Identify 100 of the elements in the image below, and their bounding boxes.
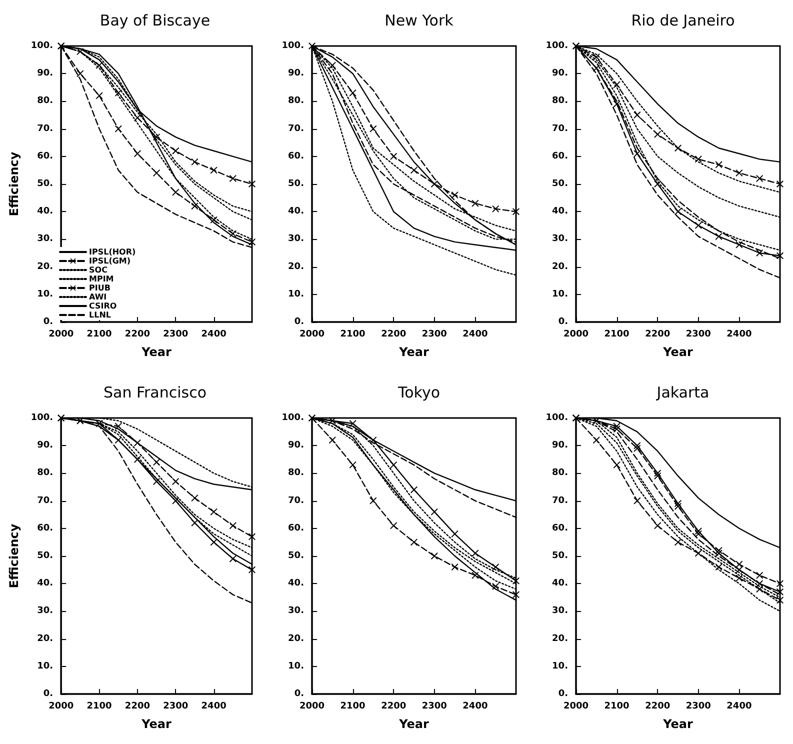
y-tick-label: 60.	[37, 523, 54, 534]
y-tick-label: 30.	[37, 234, 54, 244]
x-tick-label: 2300	[163, 330, 188, 340]
y-axis-title: Efficiency	[7, 152, 21, 216]
y-tick-label: 10.	[288, 661, 304, 672]
chart-title: Bay of Biscaye	[100, 12, 210, 30]
y-tick-label: 80.	[552, 468, 568, 478]
y-tick-label: 60.	[37, 151, 54, 162]
chart-title: San Francisco	[103, 384, 207, 402]
y-tick-label: 40.	[552, 578, 568, 589]
chart-title: New York	[384, 12, 454, 30]
y-tick-label: 50.	[552, 179, 568, 189]
y-tick-label: 30.	[288, 606, 304, 616]
x-tick-label: 2200	[645, 702, 670, 712]
x-tick-label: 2400	[462, 702, 488, 712]
y-tick-label: 80.	[37, 468, 54, 478]
y-tick-label: 20.	[552, 634, 568, 644]
y-tick-label: 70.	[552, 496, 568, 506]
y-tick-label: 100.	[282, 413, 304, 423]
y-tick-label: 10.	[552, 289, 568, 300]
y-tick-label: 40.	[288, 578, 304, 589]
x-tick-label: 2200	[381, 702, 406, 712]
x-tick-label: 2300	[163, 702, 188, 712]
y-tick-label: 40.	[37, 206, 54, 217]
x-tick-label: 2000	[563, 330, 589, 340]
x-tick-label: 2200	[124, 702, 150, 712]
legend-label: PIUB	[89, 284, 110, 292]
y-tick-label: 100.	[30, 413, 54, 423]
y-tick-label: 90.	[552, 68, 568, 79]
y-axis-title: Efficiency	[7, 524, 21, 588]
x-tick-label: 2100	[604, 330, 630, 340]
y-tick-label: 30.	[288, 234, 304, 244]
x-tick-label: 2000	[299, 702, 325, 712]
legend-label: IPSL(GM)	[89, 256, 131, 266]
x-tick-label: 2100	[340, 330, 366, 340]
y-tick-label: 10.	[288, 289, 304, 300]
legend-label: MPIM	[89, 274, 114, 284]
x-tick-label: 2400	[726, 702, 752, 712]
legend-label: SOC	[89, 266, 108, 274]
x-tick-label: 2200	[124, 330, 150, 340]
x-tick-label: 2300	[422, 330, 447, 340]
y-tick-label: 40.	[552, 206, 568, 217]
y-tick-label: 0.	[294, 689, 304, 699]
y-tick-label: 0.	[558, 317, 568, 327]
y-tick-label: 0.	[43, 317, 54, 327]
legend-label: IPSL(HOR)	[89, 248, 136, 256]
y-tick-label: 90.	[552, 440, 568, 451]
y-tick-label: 100.	[282, 41, 304, 51]
y-tick-label: 20.	[288, 634, 304, 644]
x-tick-label: 2100	[86, 330, 112, 340]
y-tick-label: 30.	[37, 606, 54, 616]
y-tick-label: 10.	[37, 289, 54, 300]
chart-title: Rio de Janeiro	[631, 12, 735, 30]
y-tick-label: 20.	[37, 634, 54, 644]
x-tick-label: 2000	[563, 702, 589, 712]
y-tick-label: 70.	[552, 124, 568, 134]
y-tick-label: 0.	[43, 689, 54, 699]
y-tick-label: 50.	[288, 179, 304, 189]
x-tick-label: 2100	[86, 702, 112, 712]
y-tick-label: 100.	[30, 41, 54, 51]
y-tick-label: 90.	[37, 68, 54, 79]
x-tick-label: 2000	[48, 330, 74, 340]
chart-title: Tokyo	[397, 384, 440, 402]
y-tick-label: 70.	[288, 496, 304, 506]
x-tick-label: 2300	[686, 702, 711, 712]
y-tick-label: 30.	[552, 606, 568, 616]
x-axis-title: Year	[662, 345, 693, 359]
y-tick-label: 50.	[37, 551, 54, 561]
y-tick-label: 60.	[552, 151, 568, 162]
x-tick-label: 2400	[462, 330, 488, 340]
y-tick-label: 40.	[288, 206, 304, 217]
x-tick-label: 2100	[340, 702, 366, 712]
y-tick-label: 90.	[288, 68, 304, 79]
y-tick-label: 100.	[546, 41, 568, 51]
chart-title: Jakarta	[656, 384, 710, 402]
y-tick-label: 10.	[552, 661, 568, 672]
y-tick-label: 100.	[546, 413, 568, 423]
y-tick-label: 20.	[552, 262, 568, 272]
x-tick-label: 2000	[48, 702, 74, 712]
x-axis-title: Year	[140, 345, 172, 359]
y-tick-label: 70.	[37, 124, 54, 134]
x-axis-title: Year	[662, 717, 693, 731]
y-tick-label: 90.	[37, 440, 54, 451]
x-tick-label: 2400	[726, 330, 752, 340]
x-tick-label: 2400	[201, 330, 226, 340]
y-tick-label: 60.	[288, 151, 304, 162]
x-tick-label: 2200	[381, 330, 406, 340]
x-tick-label: 2000	[299, 330, 325, 340]
y-tick-label: 40.	[37, 578, 54, 589]
x-tick-label: 2300	[422, 702, 447, 712]
y-tick-label: 80.	[37, 96, 54, 106]
x-tick-label: 2400	[201, 702, 226, 712]
y-tick-label: 80.	[552, 96, 568, 106]
x-tick-label: 2300	[686, 330, 711, 340]
y-tick-label: 50.	[552, 551, 568, 561]
y-tick-label: 0.	[558, 689, 568, 699]
y-tick-label: 20.	[37, 262, 54, 272]
y-tick-label: 0.	[294, 317, 304, 327]
legend-label: LLNL	[89, 310, 111, 320]
y-tick-label: 70.	[37, 496, 54, 506]
